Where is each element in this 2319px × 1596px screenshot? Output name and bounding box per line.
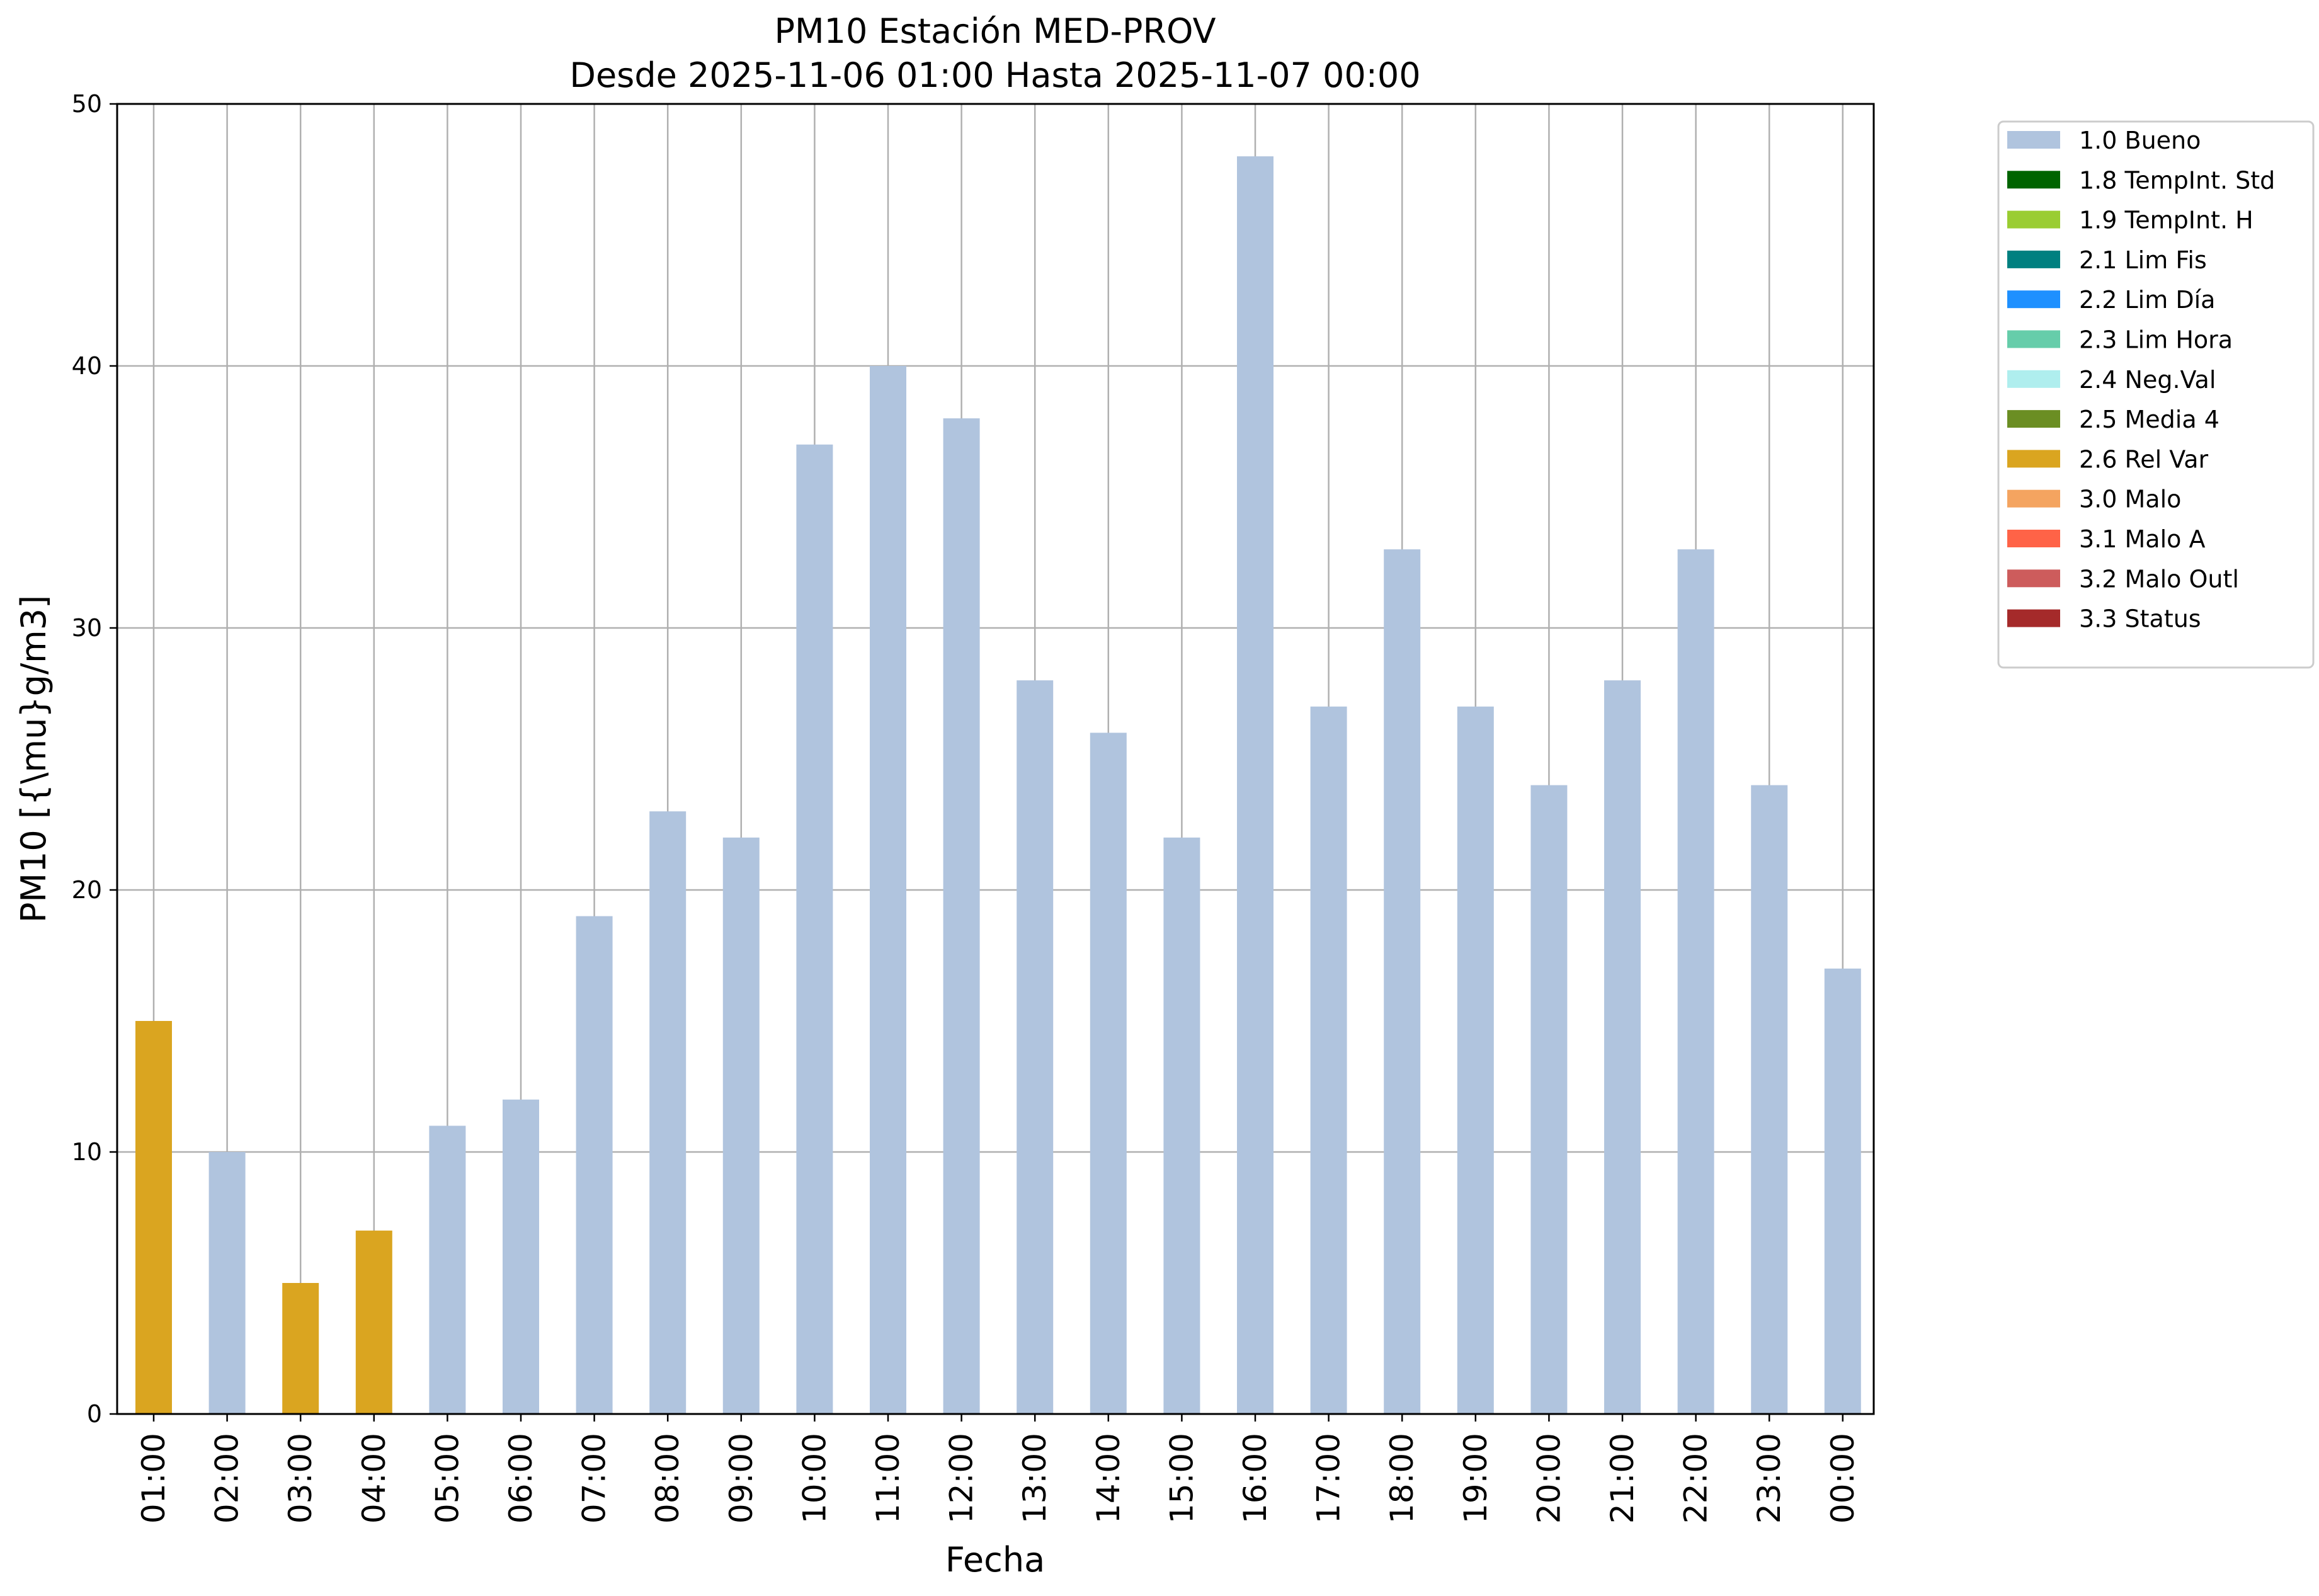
bar-0600 [503, 1099, 539, 1414]
x-tick-label: 06:00 [503, 1433, 539, 1524]
legend-label: 2.4 Neg.Val [2079, 366, 2216, 394]
x-tick-label: 14:00 [1090, 1433, 1127, 1524]
chart-title: PM10 Estación MED-PROV [774, 11, 1216, 51]
legend-swatch [2007, 370, 2060, 388]
x-axis-label: Fecha [945, 1540, 1045, 1580]
x-tick-label: 10:00 [796, 1433, 833, 1524]
chart-subtitle: Desde 2025-11-06 01:00 Hasta 2025-11-07 … [569, 55, 1420, 95]
legend-label: 1.9 TempInt. H [2079, 207, 2253, 234]
legend-swatch [2007, 569, 2060, 588]
y-tick-label: 40 [72, 352, 102, 380]
bar-0700 [576, 916, 613, 1414]
y-tick-label: 20 [72, 876, 102, 904]
x-tick-label: 04:00 [356, 1433, 392, 1524]
bar-2100 [1604, 680, 1641, 1414]
legend-label: 2.2 Lim Día [2079, 286, 2215, 314]
y-tick-label: 50 [72, 90, 102, 118]
legend-label: 2.5 Media 4 [2079, 406, 2219, 433]
bar-1200 [943, 418, 980, 1415]
y-axis-label: PM10 [{\mu}g/m3] [14, 595, 54, 923]
bar-1600 [1237, 156, 1273, 1415]
x-tick-label: 05:00 [429, 1433, 465, 1524]
bars-group [135, 156, 1861, 1415]
legend-swatch [2007, 330, 2060, 348]
legend-swatch [2007, 609, 2060, 627]
bar-2000 [1530, 785, 1568, 1414]
x-axis: 01:00 02:00 03:00 04:00 05:00 06:00 07:00 08:00… [135, 1414, 1861, 1524]
x-tick-label: 11:00 [870, 1433, 906, 1524]
legend-label: 3.2 Malo Outl [2079, 565, 2239, 593]
legend-swatch [2007, 210, 2060, 229]
legend-swatch [2007, 530, 2060, 547]
y-tick-label: 10 [72, 1138, 102, 1166]
legend-label: 1.8 TempInt. Std [2079, 166, 2275, 194]
bar-1100 [870, 366, 906, 1414]
legend-label: 3.1 Malo A [2079, 525, 2205, 553]
x-tick-label: 13:00 [1017, 1433, 1053, 1524]
legend-swatch [2007, 450, 2060, 468]
legend: 1.0 Bueno 1.8 TempInt. Std 1.9 TempInt. H 2… [1997, 120, 2315, 669]
x-tick-label: 02:00 [209, 1433, 246, 1524]
legend-swatch [2007, 290, 2060, 309]
legend-label: 2.6 Rel Var [2079, 445, 2209, 473]
legend-label: 1.0 Bueno [2079, 127, 2201, 154]
bar-2300 [1751, 785, 1788, 1414]
x-tick-label: 17:00 [1311, 1433, 1347, 1524]
y-tick-label: 30 [72, 614, 102, 642]
legend-label: 2.1 Lim Fis [2079, 246, 2207, 274]
bar-0000 [1824, 968, 1861, 1414]
bar-1000 [796, 444, 833, 1414]
x-tick-label: 15:00 [1163, 1433, 1200, 1524]
bar-1300 [1017, 680, 1054, 1414]
legend-label: 3.0 Malo [2079, 486, 2181, 513]
bar-2200 [1677, 549, 1714, 1415]
bar-1900 [1457, 706, 1494, 1414]
bar-1500 [1163, 837, 1200, 1414]
y-axis: 0 10 20 30 40 50 [72, 90, 117, 1428]
bar-0500 [429, 1126, 466, 1414]
x-tick-label: 20:00 [1530, 1433, 1567, 1524]
x-tick-label: 19:00 [1457, 1433, 1494, 1524]
y-tick-label: 0 [87, 1400, 102, 1428]
bar-0300 [282, 1283, 319, 1414]
x-tick-label: 18:00 [1384, 1433, 1420, 1524]
bar-1800 [1384, 549, 1421, 1415]
plot-frame [116, 103, 1875, 1415]
bar-0100 [135, 1021, 172, 1414]
legend-swatch [2007, 410, 2060, 428]
legend-swatch [2007, 171, 2060, 189]
legend-label: 2.3 Lim Hora [2079, 326, 2233, 354]
bar-0400 [355, 1230, 392, 1414]
x-tick-label: 16:00 [1237, 1433, 1273, 1524]
legend-frame [1997, 120, 2315, 669]
bar-1400 [1090, 732, 1127, 1414]
x-tick-label: 07:00 [576, 1433, 613, 1524]
bar-0900 [722, 837, 760, 1414]
bar-0800 [649, 811, 687, 1414]
x-tick-label: 12:00 [943, 1433, 980, 1524]
bar-0200 [208, 1152, 246, 1414]
legend-swatch [2007, 131, 2060, 149]
legend-label: 3.3 Status [2079, 605, 2201, 633]
bar-1700 [1310, 706, 1347, 1414]
x-tick-label: 00:00 [1825, 1433, 1861, 1524]
x-tick-label: 09:00 [723, 1433, 760, 1524]
x-tick-label: 01:00 [135, 1433, 172, 1524]
x-tick-label: 23:00 [1751, 1433, 1787, 1524]
x-tick-label: 21:00 [1604, 1433, 1641, 1524]
x-tick-label: 03:00 [282, 1433, 319, 1524]
legend-swatch [2007, 489, 2060, 508]
x-tick-label: 08:00 [649, 1433, 686, 1524]
legend-swatch [2007, 250, 2060, 268]
x-tick-label: 22:00 [1678, 1433, 1714, 1524]
